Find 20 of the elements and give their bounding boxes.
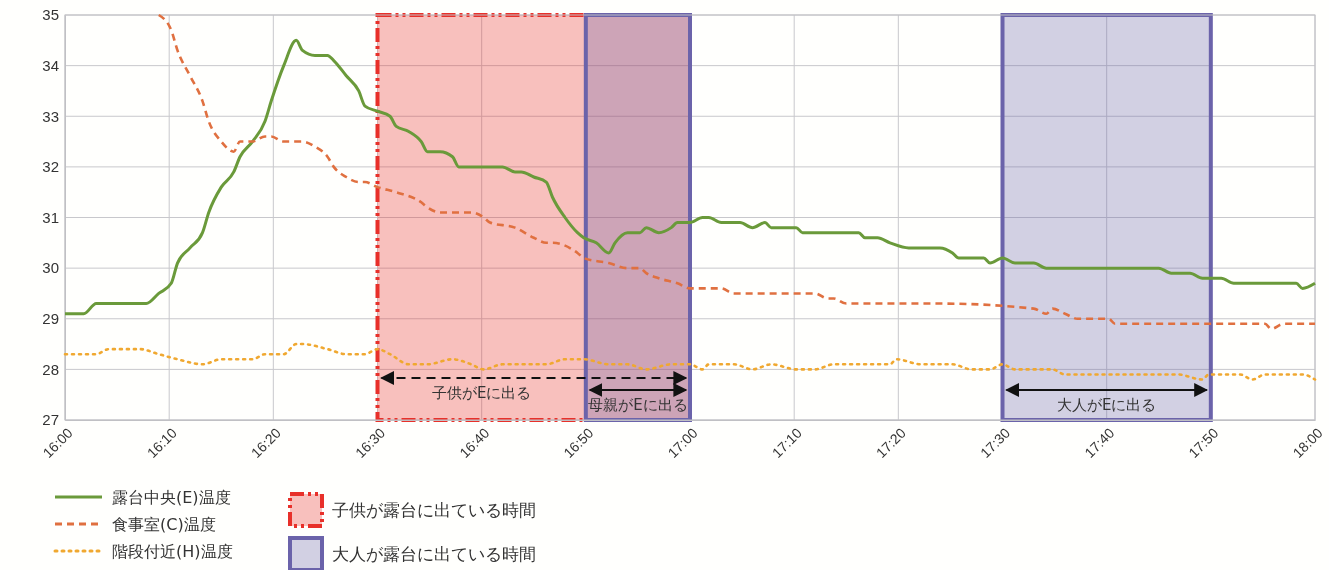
- y-tick-label: 33: [42, 107, 59, 125]
- legend-label: 子供が露台に出ている時間: [332, 500, 536, 520]
- line-series: [63, 38, 1317, 316]
- annotation: 子供がEに出る: [431, 384, 532, 402]
- y-tick-label: 28: [42, 360, 59, 378]
- annotation: 大人がEに出る: [1056, 396, 1157, 414]
- y-tick-label: 30: [42, 259, 59, 277]
- y-tick-label: 34: [42, 56, 59, 74]
- line-series: [157, 13, 1317, 331]
- y-tick-label: 27: [42, 411, 59, 429]
- legend-label: 食事室(C)温度: [112, 515, 216, 534]
- line-series: [63, 342, 1317, 381]
- y-tick-label: 29: [42, 310, 59, 328]
- legend-label: 大人が露台に出ている時間: [332, 544, 536, 564]
- y-tick-label: 32: [42, 158, 59, 176]
- legend-label: 露台中央(E)温度: [112, 488, 231, 507]
- y-tick-label: 31: [42, 208, 59, 226]
- y-tick-label: 35: [42, 6, 59, 24]
- annotation: 母親がEに出る: [588, 396, 688, 414]
- legend-label: 階段付近(H)温度: [112, 542, 233, 561]
